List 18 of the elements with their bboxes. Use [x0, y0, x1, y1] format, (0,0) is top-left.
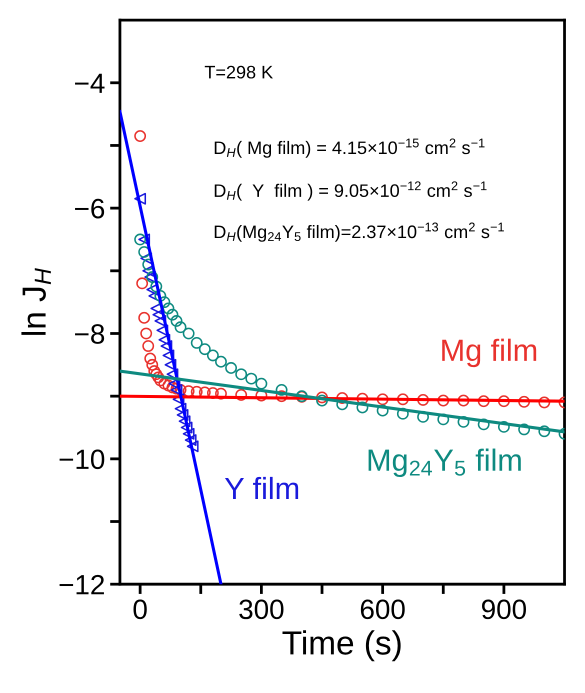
y-tick-label: −6 — [75, 198, 104, 218]
y-tick-label: −10 — [60, 450, 104, 470]
y-tick-label: −12 — [60, 574, 104, 594]
y-tick-label: −8 — [75, 324, 104, 344]
annotation: D$_{H}$( Mg film) = 4.15×10$^{−15}$ cm$^{2}$ s$^{−1}$ — [214, 138, 485, 158]
text: D$_{H}$(Mg$_{24}$Y$_{5}$ film)=2.37×10$^{−13}$ cm$^{2}$ s$^{−1}$ — [214, 222, 504, 242]
x-tick-label: 600 — [360, 600, 405, 620]
y-tick-label: −4 — [75, 74, 105, 93]
series-label: Mg$_{24}$Y$_{5}$ film — [368, 448, 521, 478]
x-axis-title: Time (s) — [282, 630, 401, 662]
series-label: Mg film — [442, 338, 536, 368]
x-tick-label: 900 — [482, 600, 526, 620]
y-axis-title: ln J$_{H}$ — [21, 268, 51, 335]
x-tick-label: 0 — [133, 600, 147, 620]
series-label: Y film — [224, 476, 298, 500]
x-tick-label: 300 — [239, 600, 284, 620]
annotation: D$_{H}$( Y film ) = 9.05×10$^{−12}$ cm$^{2}$ s$^{−1}$ — [214, 181, 487, 201]
annotation: T=298 K — [204, 66, 273, 79]
